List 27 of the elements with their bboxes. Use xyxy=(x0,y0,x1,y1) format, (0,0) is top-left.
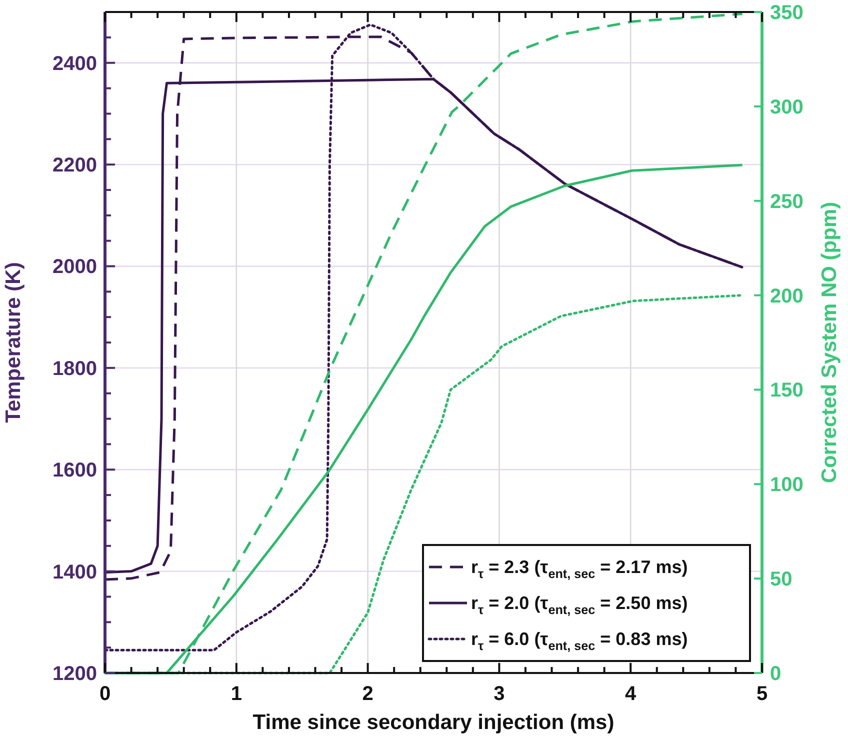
legend-label: r$_{τ}$ = 6.0 (τ$_{ent, sec}$ = 0.83 ms) xyxy=(471,629,688,654)
x-tick-label: 4 xyxy=(625,683,638,705)
x-tick-label: 2 xyxy=(362,683,374,705)
y-tick-label: 2400 xyxy=(52,52,97,75)
x-tick-label: 5 xyxy=(756,683,768,705)
y-tick-label: 1600 xyxy=(52,460,97,482)
y2-tick-label: 50 xyxy=(770,568,792,591)
x-tick-label: 3 xyxy=(494,683,505,705)
y-tick-label: 1200 xyxy=(52,663,97,685)
y2-tick-label: 150 xyxy=(770,380,804,402)
y2-axis-title: Corrected System NO (ppm) xyxy=(818,202,841,484)
x-axis-title: Time since secondary injection (ms) xyxy=(252,711,614,734)
y-tick-label: 2000 xyxy=(52,256,97,278)
y-axis-title: Temperature (K) xyxy=(2,262,25,423)
y2-tick-label: 350 xyxy=(770,2,804,24)
y-tick-label: 1800 xyxy=(52,358,97,380)
y2-tick-label: 100 xyxy=(770,474,804,496)
y2-tick-label: 300 xyxy=(770,96,804,118)
x-tick-label: 1 xyxy=(230,683,242,705)
legend-label: r$_{τ}$ = 2.3 (τ$_{ent, sec}$ = 2.17 ms) xyxy=(471,557,688,582)
y2-tick-label: 0 xyxy=(770,663,782,685)
y2-tick-label: 200 xyxy=(770,285,804,308)
y-tick-label: 2200 xyxy=(52,154,97,177)
x-tick-label: 0 xyxy=(99,683,111,705)
y-tick-label: 1400 xyxy=(52,561,97,584)
y2-tick-label: 250 xyxy=(770,190,804,213)
legend-label: r$_{τ}$ = 2.0 (τ$_{ent, sec}$ = 2.50 ms) xyxy=(471,593,688,618)
